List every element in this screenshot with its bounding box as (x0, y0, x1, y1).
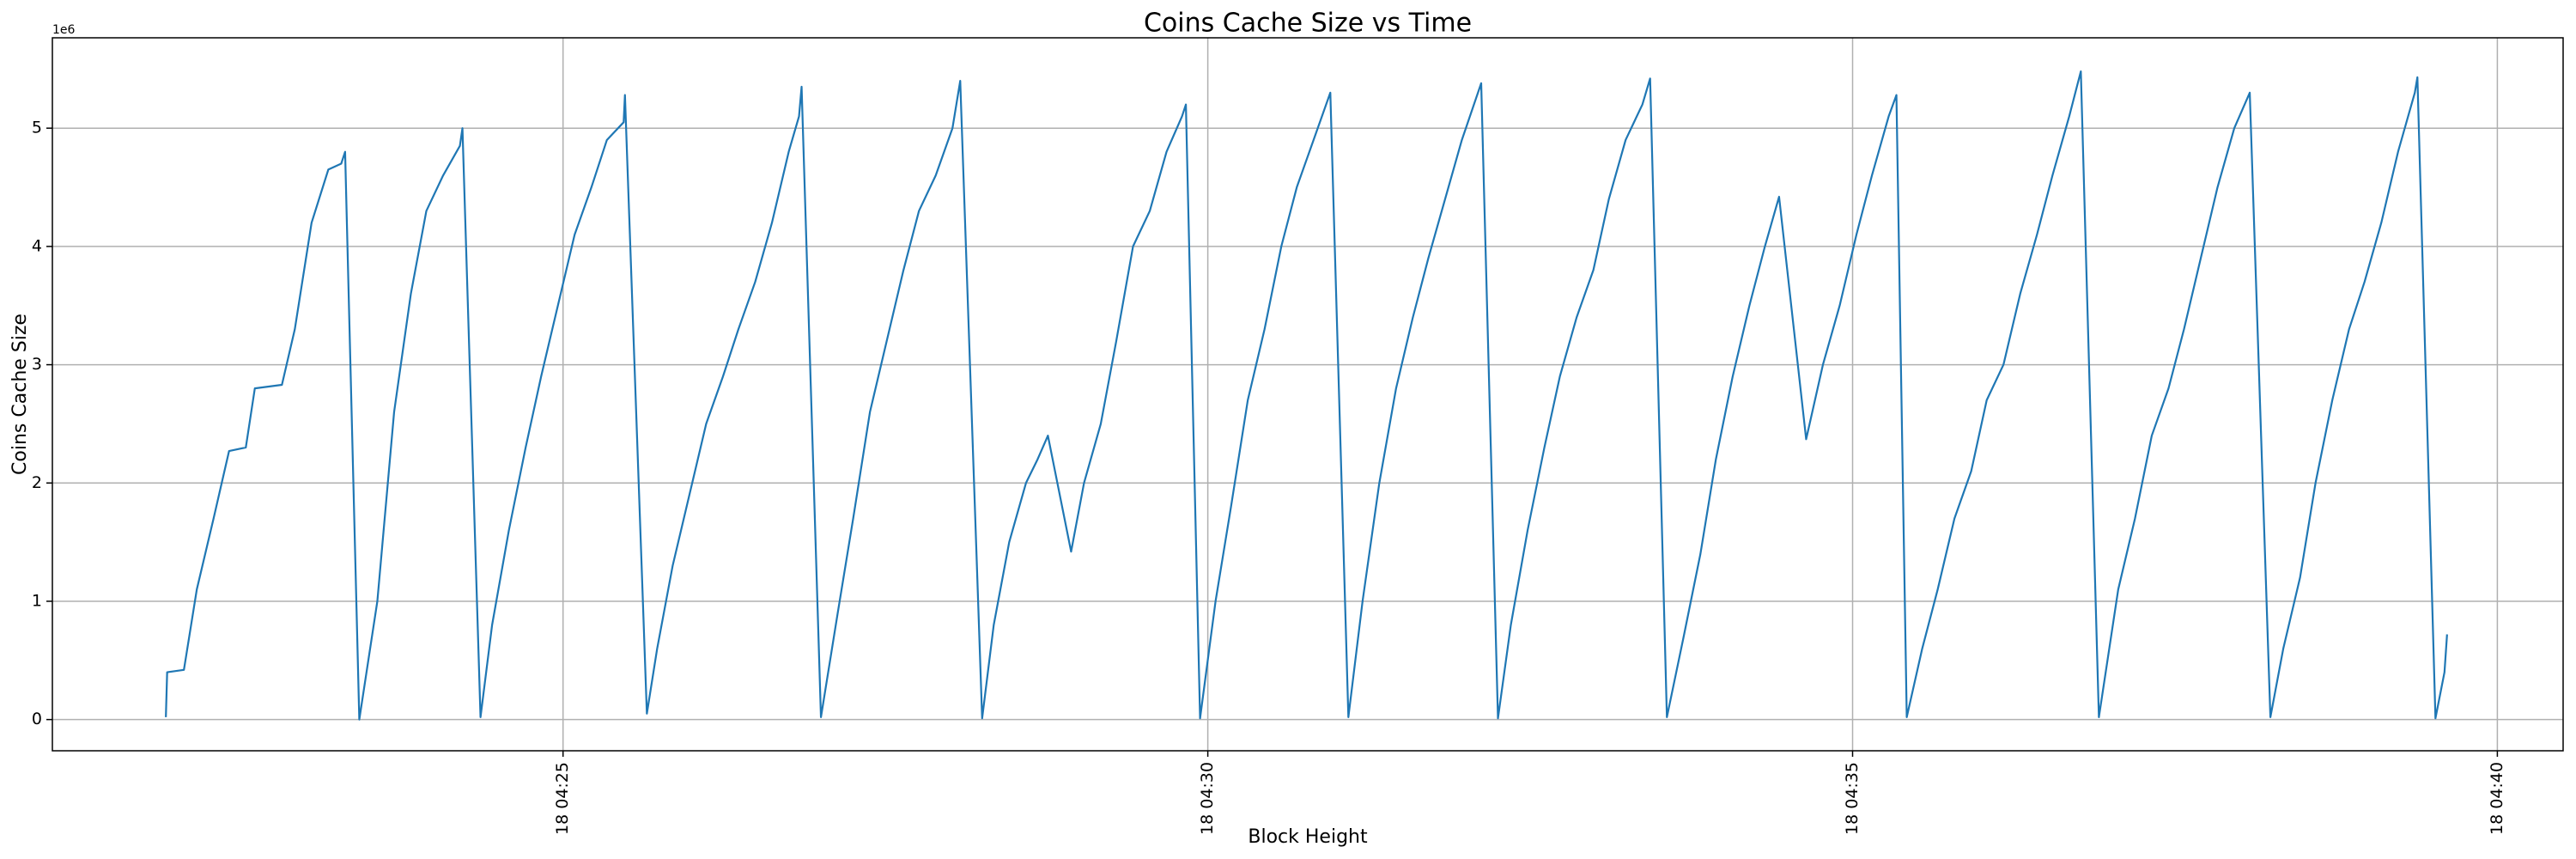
y-tick-label: 5 (32, 119, 42, 137)
x-tick-label: 18 04:40 (2488, 762, 2506, 835)
chart-title: Coins Cache Size vs Time (1144, 9, 1472, 39)
x-tick-label: 18 04:35 (1843, 762, 1862, 835)
y-tick-label: 3 (32, 355, 42, 374)
x-tick-label: 18 04:30 (1198, 762, 1217, 835)
y-offset-text: 1e6 (52, 23, 76, 37)
plot-frame (52, 37, 2564, 752)
y-axis-label: Coins Cache Size (9, 314, 31, 475)
y-tick-label: 2 (32, 473, 42, 492)
y-tick-label: 1 (32, 591, 42, 610)
y-tick-label: 4 (32, 236, 42, 255)
x-axis-label: Block Height (1248, 826, 1368, 848)
y-tick-label: 0 (32, 710, 42, 728)
data-line (165, 70, 2448, 721)
x-tick-label: 18 04:25 (553, 762, 572, 835)
